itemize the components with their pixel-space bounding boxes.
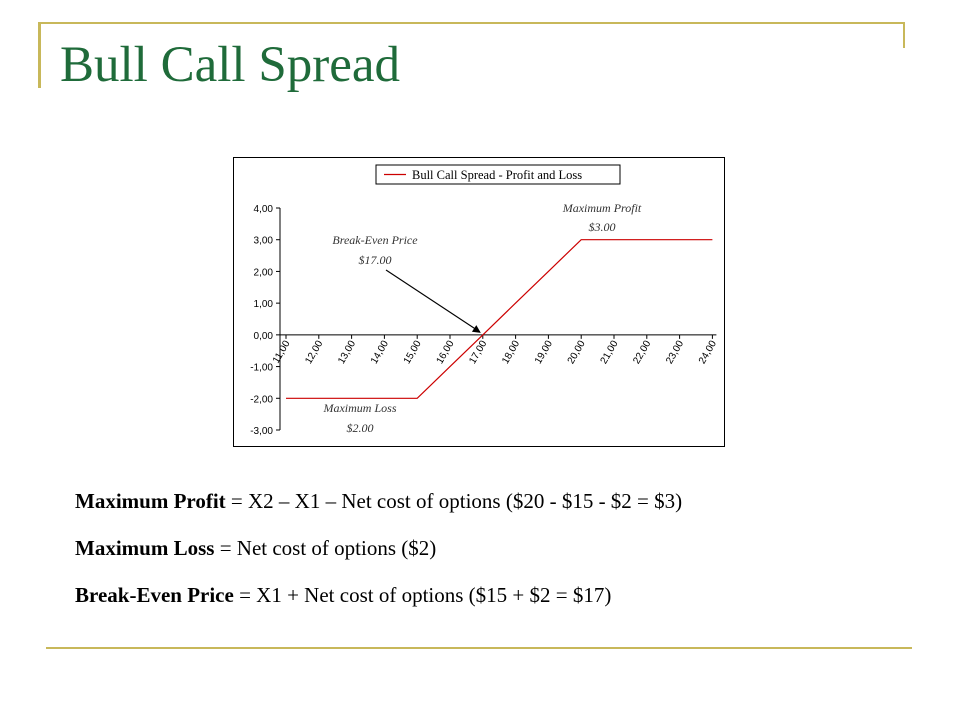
y-tick-label: 4,00 xyxy=(254,204,274,215)
accent-rule-top xyxy=(38,22,904,24)
annotation-break-even-value: $17.00 xyxy=(359,253,392,267)
max-profit-formula: = X2 – X1 – Net cost of options ($20 - $… xyxy=(225,489,683,513)
x-tick-label: 15,00 xyxy=(402,338,424,366)
max-loss-line: Maximum Loss = Net cost of options ($2) xyxy=(75,536,436,561)
legend-box xyxy=(375,164,621,185)
profit-loss-chart: Bull Call Spread - Profit and Loss 4,00 3,… xyxy=(250,164,719,437)
break-even-arrow-shaft xyxy=(385,269,481,333)
annotation-max-profit-value: $3.00 xyxy=(589,220,616,234)
x-tick-label: 14,00 xyxy=(369,338,391,366)
y-tick-label: -3,00 xyxy=(250,426,273,437)
x-tick-label: 13,00 xyxy=(336,338,358,366)
annotation-max-loss-value: $2.00 xyxy=(347,421,374,435)
y-tick-label: 1,00 xyxy=(254,299,274,310)
y-tick-label: 0,00 xyxy=(254,331,274,342)
break-even-arrow-head xyxy=(471,325,481,333)
chart-frame: Bull Call Spread - Profit and Loss 4,00 3,… xyxy=(233,157,725,447)
max-loss-term: Maximum Loss xyxy=(75,536,215,560)
x-tick-label: 23,00 xyxy=(664,338,686,366)
legend-label: Bull Call Spread - Profit and Loss xyxy=(412,168,582,182)
accent-rule-vertical xyxy=(38,22,41,88)
max-profit-term: Maximum Profit xyxy=(75,489,226,513)
x-tick-label: 24,00 xyxy=(697,338,719,366)
break-even-term: Break-Even Price xyxy=(75,583,234,607)
x-tick-label: 20,00 xyxy=(566,338,588,366)
y-tick-label: 3,00 xyxy=(254,236,274,247)
slide-title: Bull Call Spread xyxy=(60,37,400,93)
accent-rule-right xyxy=(903,22,905,48)
annotation-break-even-label: Break-Even Price xyxy=(332,233,418,247)
x-tick-label: 16,00 xyxy=(435,338,457,366)
annotation-max-profit-label: Maximum Profit xyxy=(562,201,642,215)
max-loss-formula: = Net cost of options ($2) xyxy=(214,536,437,560)
break-even-formula: = X1 + Net cost of options ($15 + $2 = $… xyxy=(233,583,612,607)
x-tick-label: 18,00 xyxy=(500,338,522,366)
y-tick-label: -1,00 xyxy=(250,363,273,374)
break-even-line: Break-Even Price = X1 + Net cost of opti… xyxy=(75,583,611,608)
annotation-max-loss-label: Maximum Loss xyxy=(322,401,396,415)
accent-rule-bottom xyxy=(46,647,912,649)
x-tick-label: 21,00 xyxy=(599,338,621,366)
max-profit-line: Maximum Profit = X2 – X1 – Net cost of o… xyxy=(75,489,682,514)
y-tick-label: -2,00 xyxy=(250,394,273,405)
x-tick-label: 19,00 xyxy=(533,338,555,366)
x-tick-label: 11,00 xyxy=(271,338,293,365)
y-tick-label: 2,00 xyxy=(254,267,274,278)
series-line xyxy=(286,239,713,399)
x-tick-label: 22,00 xyxy=(631,338,653,366)
x-tick-label: 17,00 xyxy=(467,338,489,366)
x-tick-label: 12,00 xyxy=(303,338,325,366)
